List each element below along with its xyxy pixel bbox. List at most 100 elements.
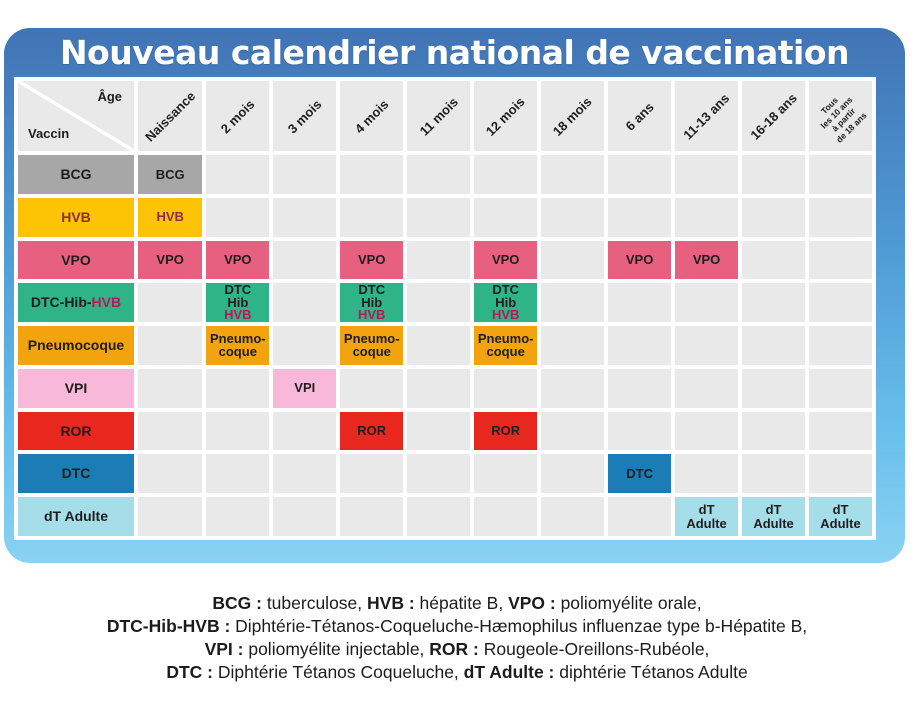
cell-dt-adulte-tous-les-10-ans: dT Adulte xyxy=(809,497,872,536)
calendar-table: Âge Vaccin Naissance 2 mois 3 mois 4 moi… xyxy=(14,77,876,540)
empty-cell xyxy=(809,240,872,280)
header-4-mois: 4 mois xyxy=(340,81,404,151)
empty-cell xyxy=(273,497,337,536)
row-label-dtc: DTC xyxy=(18,454,134,494)
empty-cell xyxy=(608,411,672,451)
legend: BCG : tuberculose, HVB : hépatite B, VPO… xyxy=(0,592,914,684)
empty-cell xyxy=(675,454,739,494)
header-18-mois: 18 mois xyxy=(541,81,605,151)
corner-cell: Âge Vaccin xyxy=(18,81,134,151)
cell-vpo-6-ans: VPO xyxy=(608,240,672,280)
empty-cell xyxy=(273,411,337,451)
empty-cell xyxy=(206,368,270,408)
empty-cell xyxy=(474,497,538,536)
calendar-frame: Nouveau calendrier national de vaccinati… xyxy=(4,28,905,563)
empty-cell xyxy=(138,283,203,323)
empty-cell xyxy=(474,155,538,194)
header-12-mois: 12 mois xyxy=(474,81,538,151)
legend-line-4: DTC : Diphtérie Tétanos Coqueluche, dT A… xyxy=(166,662,748,682)
empty-cell xyxy=(608,155,672,194)
empty-cell xyxy=(742,155,806,194)
empty-cell xyxy=(608,197,672,237)
empty-cell xyxy=(474,197,538,237)
cell-dt-adulte-16-18-ans: dT Adulte xyxy=(742,497,806,536)
empty-cell xyxy=(407,411,471,451)
empty-cell xyxy=(138,326,203,365)
empty-cell xyxy=(407,155,471,194)
row-label-vpi: VPI xyxy=(18,368,134,408)
empty-cell xyxy=(273,454,337,494)
empty-cell xyxy=(541,197,605,237)
empty-cell xyxy=(541,240,605,280)
empty-cell xyxy=(407,283,471,323)
empty-cell xyxy=(206,497,270,536)
corner-age-label: Âge xyxy=(97,89,122,104)
row-label-dt-adulte: dT Adulte xyxy=(18,497,134,536)
empty-cell xyxy=(608,368,672,408)
row-label-hvb: HVB xyxy=(18,197,134,237)
cell-vpo-naissance: VPO xyxy=(138,240,203,280)
empty-cell xyxy=(407,368,471,408)
header-tous-les-10-ans: Tous les 10 ans à partir de 18 ans xyxy=(809,81,872,151)
empty-cell xyxy=(407,326,471,365)
empty-cell xyxy=(206,155,270,194)
cell-ror-11-mois: ROR xyxy=(340,411,404,451)
cell-pneumocoque-2-mois: Pneumo- coque xyxy=(206,326,270,365)
empty-cell xyxy=(541,411,605,451)
row-label-bcg: BCG xyxy=(18,155,134,194)
cell-dtc-hib-hvb-4-mois: DTC Hib HVB xyxy=(340,283,404,323)
empty-cell xyxy=(809,411,872,451)
empty-cell xyxy=(608,283,672,323)
legend-line-2: DTC-Hib-HVB : Diphtérie-Tétanos-Coqueluc… xyxy=(106,616,808,636)
empty-cell xyxy=(675,197,739,237)
empty-cell xyxy=(474,454,538,494)
empty-cell xyxy=(608,497,672,536)
empty-cell xyxy=(138,497,203,536)
header-naissance: Naissance xyxy=(138,81,203,151)
empty-cell xyxy=(675,326,739,365)
empty-cell xyxy=(541,497,605,536)
cell-vpo-12-mois: VPO xyxy=(474,240,538,280)
empty-cell xyxy=(273,197,337,237)
cell-pneumocoque-4-mois: Pneumo- coque xyxy=(340,326,404,365)
page-title: Nouveau calendrier national de vaccinati… xyxy=(59,33,850,72)
empty-cell xyxy=(138,368,203,408)
empty-cell xyxy=(340,197,404,237)
cell-vpo-11-13-ans: VPO xyxy=(675,240,739,280)
empty-cell xyxy=(809,368,872,408)
empty-cell xyxy=(541,454,605,494)
empty-cell xyxy=(206,454,270,494)
empty-cell xyxy=(675,155,739,194)
empty-cell xyxy=(407,240,471,280)
row-label-dtc-hib-hvb: DTC-Hib-HVB xyxy=(18,283,134,323)
header-6-ans: 6 ans xyxy=(608,81,672,151)
empty-cell xyxy=(675,368,739,408)
empty-cell xyxy=(809,197,872,237)
cell-dtc-hib-hvb-12-mois: DTC Hib HVB xyxy=(474,283,538,323)
corner-vaccin-label: Vaccin xyxy=(28,126,70,141)
empty-cell xyxy=(742,197,806,237)
cell-dtc-6-ans: DTC xyxy=(608,454,672,494)
empty-cell xyxy=(340,454,404,494)
empty-cell xyxy=(742,326,806,365)
empty-cell xyxy=(809,283,872,323)
empty-cell xyxy=(809,155,872,194)
empty-cell xyxy=(273,283,337,323)
empty-cell xyxy=(541,368,605,408)
empty-cell xyxy=(340,368,404,408)
cell-vpo-2-mois: VPO xyxy=(206,240,270,280)
empty-cell xyxy=(407,197,471,237)
cell-dtc-hib-hvb-2-mois: DTC Hib HVB xyxy=(206,283,270,323)
cell-vpi-3-mois: VPI xyxy=(273,368,337,408)
header-11-mois: 11 mois xyxy=(407,81,471,151)
empty-cell xyxy=(809,326,872,365)
cell-dt-adulte-11-13-ans: dT Adulte xyxy=(675,497,739,536)
empty-cell xyxy=(742,240,806,280)
header-3-mois: 3 mois xyxy=(273,81,337,151)
empty-cell xyxy=(206,197,270,237)
header-11-13-ans: 11-13 ans xyxy=(675,81,739,151)
empty-cell xyxy=(541,283,605,323)
empty-cell xyxy=(273,326,337,365)
cell-hvb-naissance: HVB xyxy=(138,197,203,237)
legend-line-1: BCG : tuberculose, HVB : hépatite B, VPO… xyxy=(212,593,702,613)
